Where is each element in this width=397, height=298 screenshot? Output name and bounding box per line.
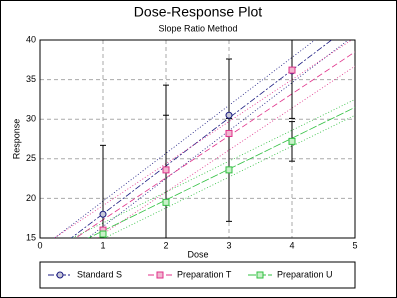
chart-subtitle: Slope Ratio Method xyxy=(158,23,237,33)
legend-label: Preparation T xyxy=(177,269,232,279)
fit-line xyxy=(74,51,355,238)
marker xyxy=(225,129,233,137)
confidence-line xyxy=(53,40,353,238)
y-tick-label: 15 xyxy=(26,232,36,242)
legend-label: Standard S xyxy=(77,269,122,279)
x-tick-label: 0 xyxy=(37,240,42,250)
legend-box xyxy=(39,261,356,289)
x-tick-label: 2 xyxy=(163,240,168,250)
chart-title: Dose-Response Plot xyxy=(134,4,263,20)
x-tick-label: 4 xyxy=(289,240,294,250)
legend-marker xyxy=(256,271,264,279)
fit-line xyxy=(70,40,333,238)
marker xyxy=(99,210,107,218)
x-tick-label: 1 xyxy=(100,240,105,250)
x-tick-label: 3 xyxy=(226,240,231,250)
marker xyxy=(288,137,296,145)
marker xyxy=(288,66,296,74)
x-tick-label: 5 xyxy=(352,240,357,250)
marker xyxy=(225,111,233,119)
marker xyxy=(162,166,170,174)
legend-label: Preparation U xyxy=(277,269,333,279)
marker xyxy=(99,230,107,238)
y-tick-label: 25 xyxy=(26,153,36,163)
legend-marker xyxy=(156,271,164,279)
y-tick-label: 35 xyxy=(26,74,36,84)
marker xyxy=(225,166,233,174)
marker xyxy=(162,198,170,206)
y-tick-label: 30 xyxy=(26,114,36,124)
plot-border xyxy=(39,39,356,239)
x-axis-label: Dose xyxy=(187,249,208,259)
y-tick-label: 40 xyxy=(26,34,36,44)
legend-marker xyxy=(56,271,64,279)
y-tick-label: 20 xyxy=(26,193,36,203)
fit-line xyxy=(87,106,355,238)
y-axis-label: Response xyxy=(11,119,21,160)
confidence-line xyxy=(96,65,355,238)
